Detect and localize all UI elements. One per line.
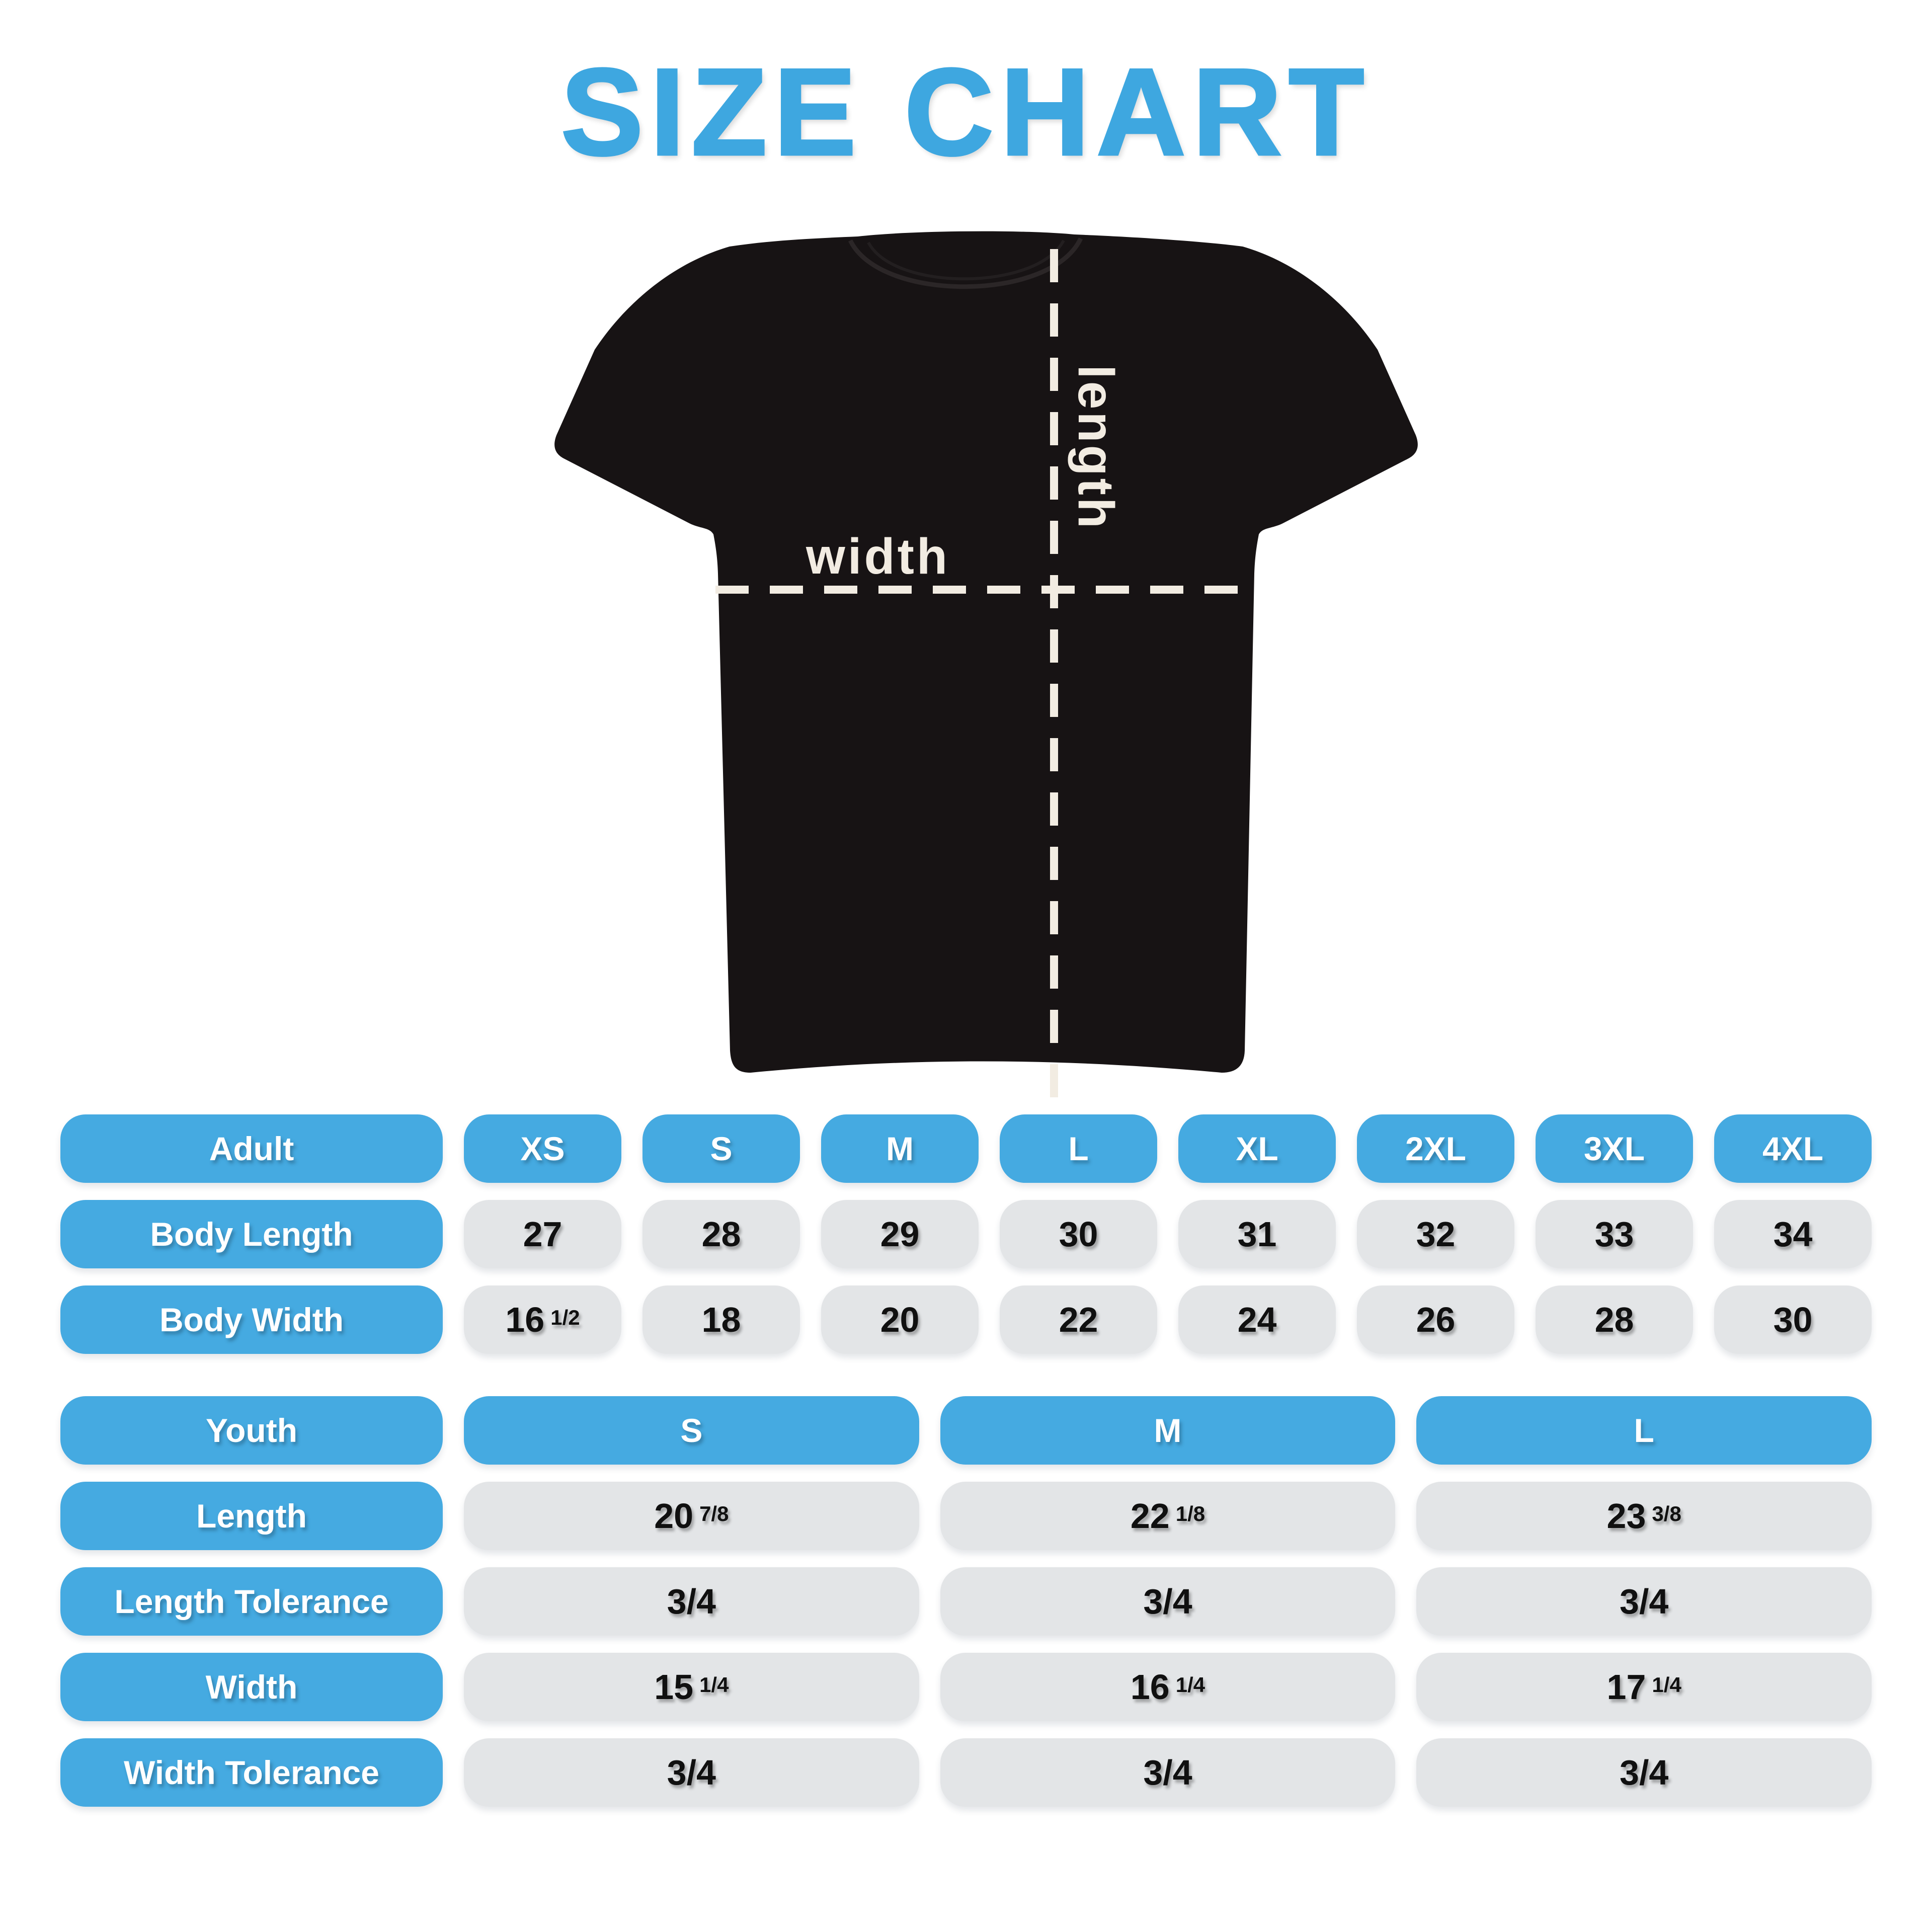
size-value-cell: 33: [1536, 1200, 1693, 1268]
row-label: Body Length: [60, 1200, 443, 1268]
collar-rib: [867, 239, 1065, 281]
adult-col-header-2xl: 2XL: [1357, 1114, 1514, 1183]
size-value-cell: 24: [1178, 1285, 1336, 1354]
size-value-cell: 30: [1000, 1200, 1157, 1268]
size-value-cell: 34: [1714, 1200, 1872, 1268]
size-value-cell: 26: [1357, 1285, 1514, 1354]
adult-col-header-s: S: [642, 1114, 800, 1183]
youth-col-header-m: M: [940, 1396, 1396, 1465]
size-value-cell: 28: [642, 1200, 800, 1268]
row-label: Width Tolerance: [60, 1738, 443, 1807]
youth-length-row: Length 20 7/8 22 1/8 23 3/8: [60, 1482, 1872, 1550]
size-value-cell: 18: [642, 1285, 800, 1354]
size-value-cell: 22 1/8: [940, 1482, 1396, 1550]
row-label: Length: [60, 1482, 443, 1550]
size-value-cell: 15 1/4: [464, 1653, 919, 1721]
size-value-cell: 30: [1714, 1285, 1872, 1354]
size-value-cell: 16 1/2: [464, 1285, 621, 1354]
size-value-cell: 27: [464, 1200, 621, 1268]
adult-col-header-4xl: 4XL: [1714, 1114, 1872, 1183]
size-value-cell: 3/4: [1416, 1567, 1872, 1636]
tshirt-diagram: width length: [528, 226, 1444, 1107]
size-value-cell: 23 3/8: [1416, 1482, 1872, 1550]
tshirt-graphic: [554, 231, 1418, 1073]
adult-table-header-row: Adult XS S M L XL 2XL 3XL 4XL: [60, 1114, 1872, 1183]
youth-width-row: Width 15 1/4 16 1/4 17 1/4: [60, 1653, 1872, 1721]
page-title: SIZE CHART: [560, 43, 1371, 181]
length-label: length: [1068, 365, 1124, 531]
size-value-cell: 3/4: [464, 1738, 919, 1807]
youth-length-tolerance-row: Length Tolerance 3/4 3/4 3/4: [60, 1567, 1872, 1636]
size-value-cell: 3/4: [940, 1738, 1396, 1807]
adult-col-header-3xl: 3XL: [1536, 1114, 1693, 1183]
size-value-cell: 17 1/4: [1416, 1653, 1872, 1721]
size-value-cell: 3/4: [1416, 1738, 1872, 1807]
youth-col-header-l: L: [1416, 1396, 1872, 1465]
size-value-cell: 16 1/4: [940, 1653, 1396, 1721]
row-label: Length Tolerance: [60, 1567, 443, 1636]
size-value-cell: 29: [821, 1200, 979, 1268]
size-value-cell: 22: [1000, 1285, 1157, 1354]
youth-table-title: Youth: [60, 1396, 443, 1465]
body-length-row: Body Length 27 28 29 30 31 32 33 34: [60, 1200, 1872, 1268]
size-value-cell: 31: [1178, 1200, 1336, 1268]
adult-col-header-m: M: [821, 1114, 979, 1183]
size-value-cell: 20 7/8: [464, 1482, 919, 1550]
youth-width-tolerance-row: Width Tolerance 3/4 3/4 3/4: [60, 1738, 1872, 1807]
row-label: Body Width: [60, 1285, 443, 1354]
size-value-cell: 32: [1357, 1200, 1514, 1268]
size-value-cell: 28: [1536, 1285, 1693, 1354]
row-label: Width: [60, 1653, 443, 1721]
size-value-cell: 3/4: [464, 1567, 919, 1636]
size-value-cell: 20: [821, 1285, 979, 1354]
width-label: width: [806, 528, 950, 585]
adult-col-header-l: L: [1000, 1114, 1157, 1183]
collar-outline: [848, 237, 1083, 289]
adult-col-header-xl: XL: [1178, 1114, 1336, 1183]
youth-table-header-row: Youth S M L: [60, 1396, 1872, 1465]
size-value-cell: 3/4: [940, 1567, 1396, 1636]
youth-col-header-s: S: [464, 1396, 919, 1465]
adult-table-title: Adult: [60, 1114, 443, 1183]
adult-col-header-xs: XS: [464, 1114, 621, 1183]
body-width-row: Body Width 16 1/2 18 20 22 24 26 28 30: [60, 1285, 1872, 1354]
